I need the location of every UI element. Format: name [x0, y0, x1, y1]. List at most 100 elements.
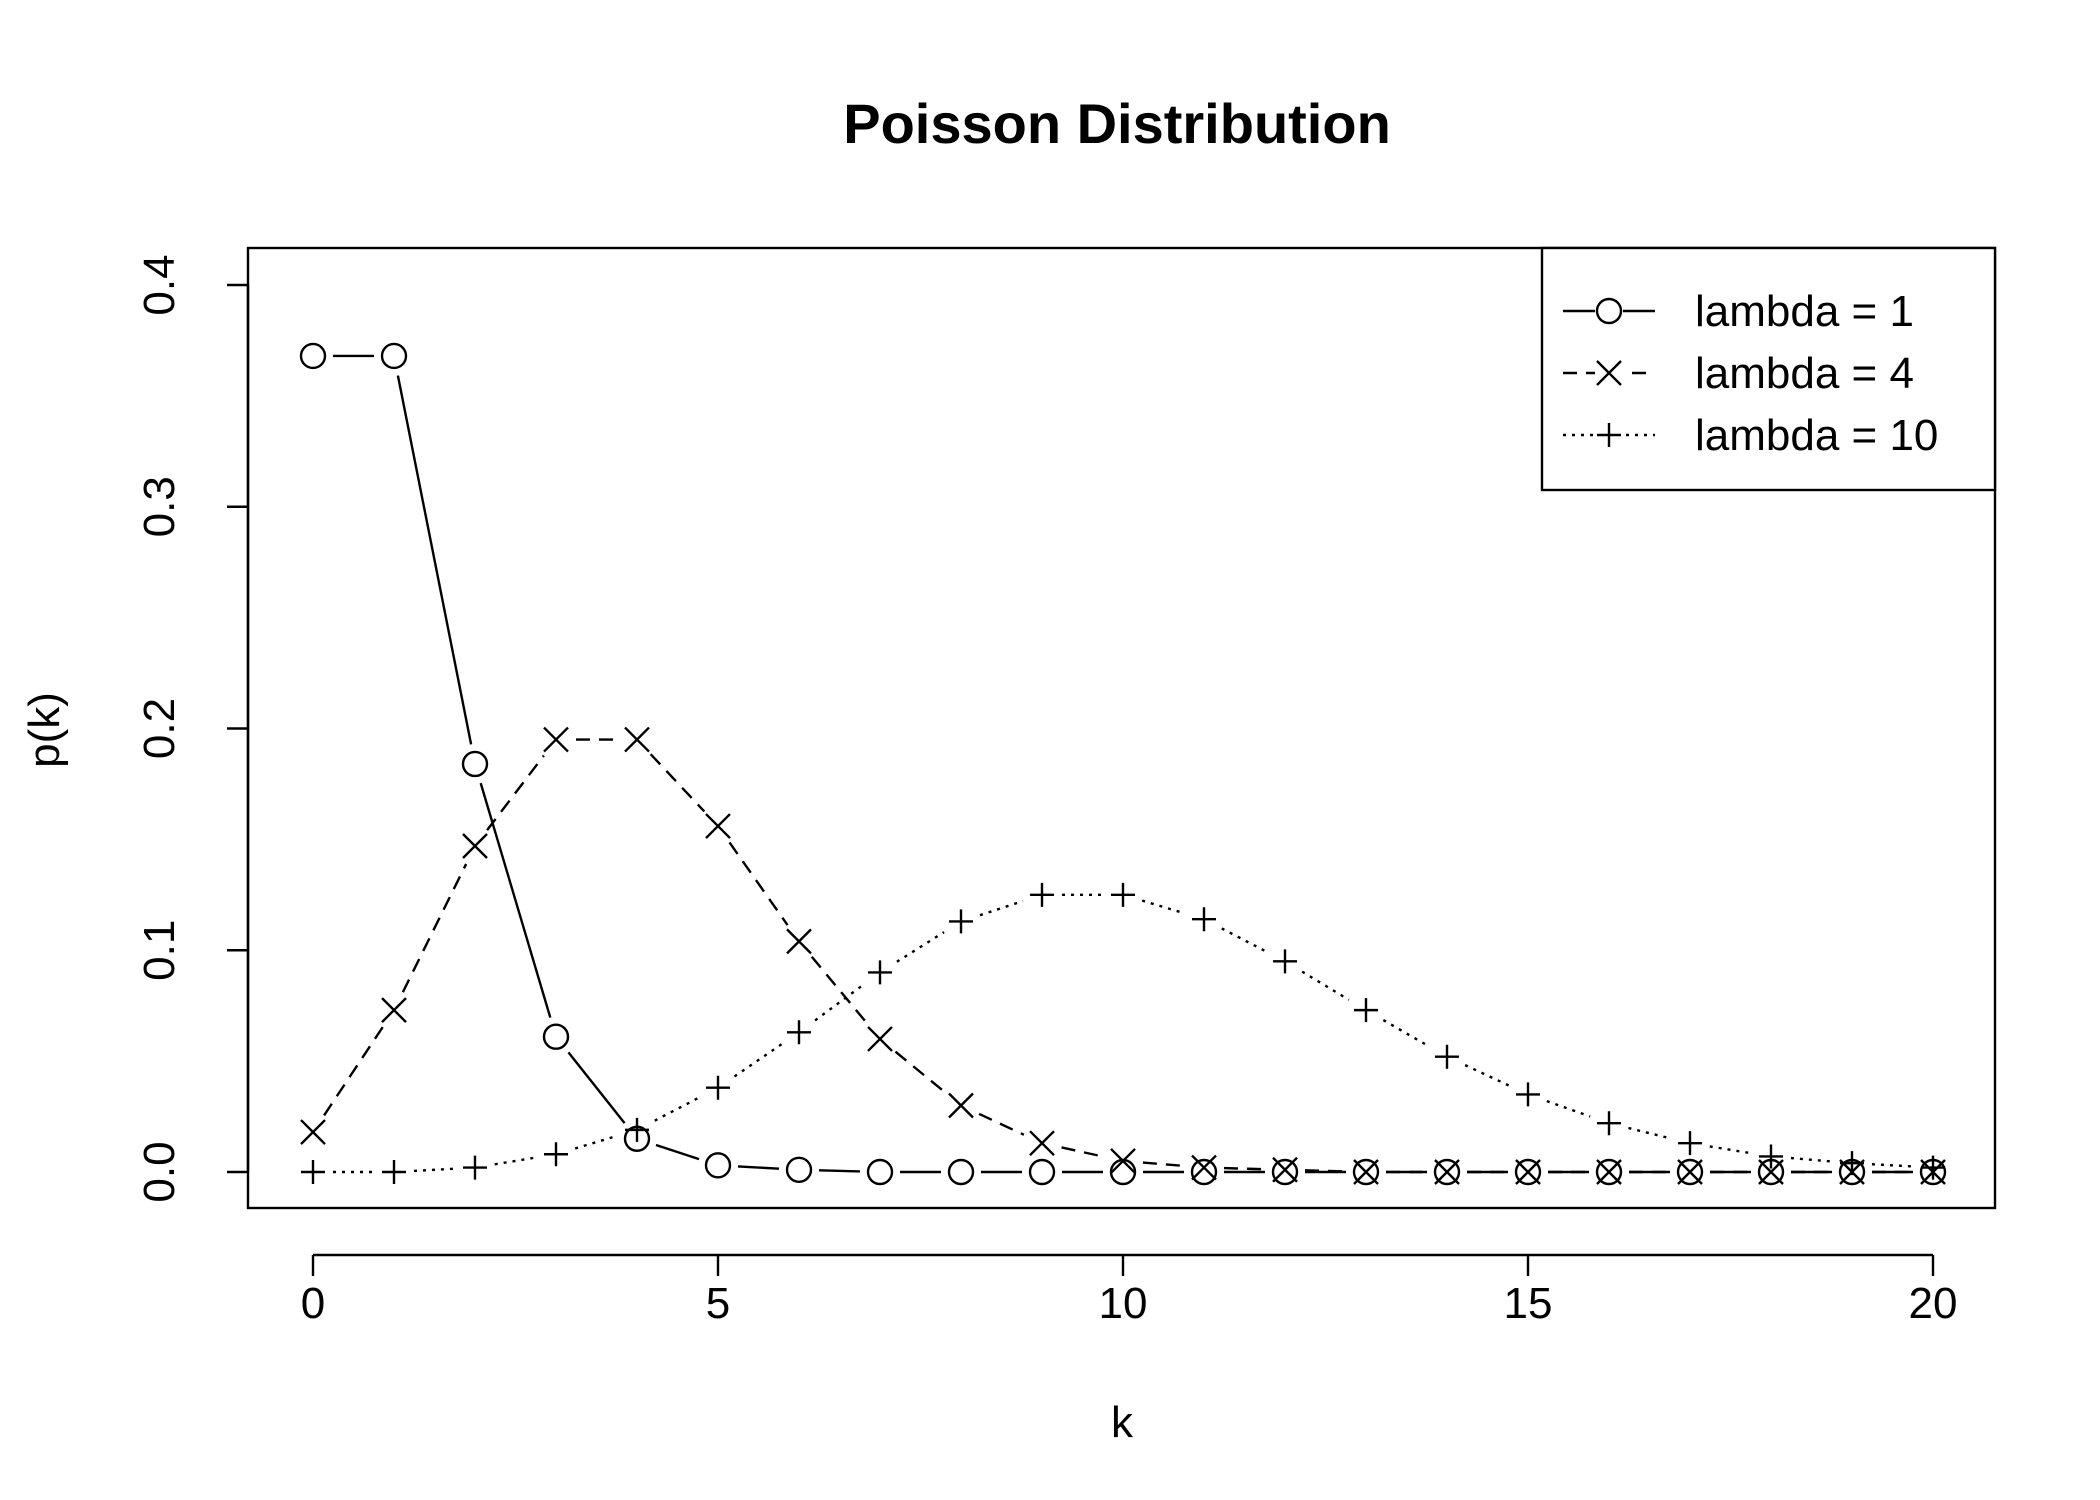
series-line-segment: [1304, 1169, 1347, 1173]
y-tick-label: 0.3: [135, 476, 184, 537]
data-point-x: [543, 726, 569, 753]
data-point-plus: [787, 1020, 811, 1045]
y-axis-label: p(k): [20, 692, 69, 768]
series-line-segment: [1546, 1099, 1591, 1118]
data-point-circle: [1109, 1158, 1137, 1186]
x-tick-label: 15: [1504, 1279, 1553, 1328]
data-point-x: [1029, 1130, 1055, 1157]
x-tick-label: 10: [1099, 1279, 1148, 1328]
series-line-segment: [655, 1143, 700, 1161]
series-line-segment: [737, 1165, 780, 1170]
data-point-plus: [544, 1142, 568, 1167]
legend-label: lambda = 10: [1695, 411, 1938, 460]
data-point-x: [462, 833, 488, 859]
series-line-segment: [1223, 1166, 1266, 1171]
series-line-segment: [1382, 1019, 1431, 1048]
data-point-circle: [380, 342, 408, 370]
data-point-plus: [1597, 1111, 1621, 1136]
data-point-plus: [382, 1160, 406, 1184]
data-point-x: [1677, 1159, 1703, 1185]
y-axis: 0.0 0.1 0.2 0.3 0.4: [135, 254, 250, 1203]
data-point-circle: [1190, 1158, 1218, 1186]
data-point-plus: [1435, 1044, 1459, 1069]
data-point-circle: [1028, 1158, 1056, 1186]
legend-marker-circle: [1595, 297, 1623, 325]
x-axis-label: k: [1111, 1398, 1134, 1447]
series-line-segment: [814, 983, 865, 1022]
data-point-circle: [947, 1158, 975, 1186]
data-point-x: [1434, 1159, 1460, 1185]
data-point-plus: [463, 1155, 487, 1180]
data-point-x: [1353, 1159, 1379, 1185]
series-line-segment: [1709, 1145, 1752, 1155]
series-line-segment: [1141, 899, 1186, 915]
data-point-x: [948, 1092, 974, 1119]
series-x: [300, 726, 1946, 1185]
data-point-plus: [301, 1160, 325, 1184]
series-line-segment: [896, 931, 945, 963]
data-point-circle: [785, 1156, 813, 1183]
series-line-segment: [574, 1134, 619, 1150]
series-line-segment: [1301, 970, 1350, 1001]
x-tick-label: 20: [1909, 1279, 1958, 1328]
data-point-plus: [1192, 907, 1216, 932]
series-line-segment: [1061, 1146, 1104, 1158]
series-line-segment: [654, 1095, 701, 1122]
chart-title: Poisson Distribution: [843, 92, 1391, 155]
data-point-x: [705, 813, 731, 839]
data-point-x: [867, 1026, 893, 1052]
data-point-circle: [542, 1023, 570, 1050]
data-point-x: [1191, 1154, 1217, 1181]
x-tick-label: 0: [301, 1279, 325, 1328]
data-point-plus: [1111, 882, 1135, 907]
y-tick-label: 0.0: [135, 1141, 184, 1202]
legend-entry: lambda = 1: [1563, 287, 1914, 336]
series-line-segment: [479, 782, 552, 1018]
series-line-segment: [1221, 927, 1268, 954]
series-line-segment: [1790, 1156, 1833, 1163]
series-line-segment: [413, 1167, 456, 1173]
series-line-segment: [818, 1169, 861, 1173]
y-tick-label: 0.1: [135, 920, 184, 981]
series-layer: [299, 342, 1947, 1186]
series-line-segment: [567, 1051, 626, 1124]
x-tick-label: 5: [706, 1279, 730, 1328]
data-point-x: [1596, 1159, 1622, 1185]
data-point-plus: [625, 1117, 649, 1142]
legend-entry: lambda = 4: [1563, 349, 1914, 398]
series-line-segment: [978, 1112, 1025, 1136]
series-line-segment: [733, 1042, 784, 1078]
data-point-plus: [868, 960, 892, 985]
series-line-segment: [728, 841, 789, 926]
data-point-x: [381, 997, 407, 1023]
legend-items: lambda = 1 lambda = 4 lambda = 10: [1563, 287, 1938, 460]
x-axis: 0 5 10 15 20: [301, 1253, 1958, 1328]
series-line-segment: [979, 899, 1024, 917]
data-point-plus: [949, 909, 973, 934]
data-point-x: [1110, 1148, 1136, 1174]
series-line-segment: [1628, 1126, 1671, 1140]
series-line-segment: [396, 375, 473, 745]
series-line-segment: [894, 1050, 947, 1094]
series-line-segment: [1871, 1163, 1914, 1168]
series-line-segment: [649, 753, 706, 813]
data-point-plus: [706, 1075, 730, 1100]
series-line-segment: [494, 1156, 537, 1166]
data-point-plus: [1030, 882, 1054, 907]
series-line-segment: [401, 863, 468, 993]
series-line-segment: [810, 956, 869, 1025]
legend-marker-plus: [1597, 423, 1621, 447]
data-point-x: [786, 928, 812, 955]
legend-label: lambda = 4: [1695, 349, 1914, 398]
series-line-segment: [1464, 1064, 1511, 1088]
data-point-plus: [1840, 1151, 1864, 1176]
legend-marker-x: [1596, 360, 1622, 386]
series-line-segment: [486, 754, 545, 831]
y-tick-label: 0.4: [135, 254, 184, 315]
legend-label: lambda = 1: [1695, 287, 1914, 336]
data-point-plus: [1678, 1131, 1702, 1156]
data-point-x: [1515, 1159, 1541, 1185]
legend: lambda = 1 lambda = 4 lambda = 10: [1540, 246, 1997, 492]
series-plus: [301, 882, 1945, 1184]
data-point-plus: [1759, 1144, 1783, 1169]
